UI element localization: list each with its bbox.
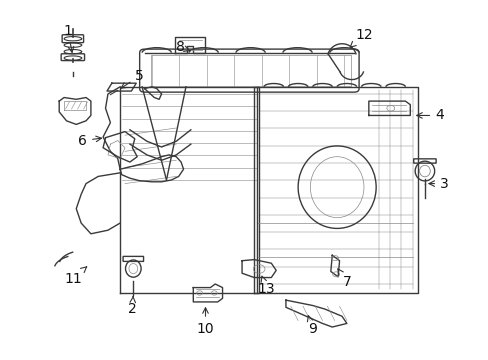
Text: 7: 7 [337, 269, 350, 289]
Text: 9: 9 [307, 316, 317, 336]
Text: 10: 10 [196, 308, 214, 336]
Text: 11: 11 [64, 267, 86, 285]
Text: 6: 6 [78, 134, 102, 148]
Text: 13: 13 [257, 276, 275, 296]
Text: 5: 5 [121, 69, 144, 88]
Text: 2: 2 [128, 296, 137, 316]
Text: 12: 12 [349, 28, 372, 47]
Text: 8: 8 [175, 40, 190, 54]
Text: 3: 3 [428, 177, 448, 190]
Text: 1: 1 [63, 24, 74, 52]
Text: 4: 4 [416, 108, 443, 122]
